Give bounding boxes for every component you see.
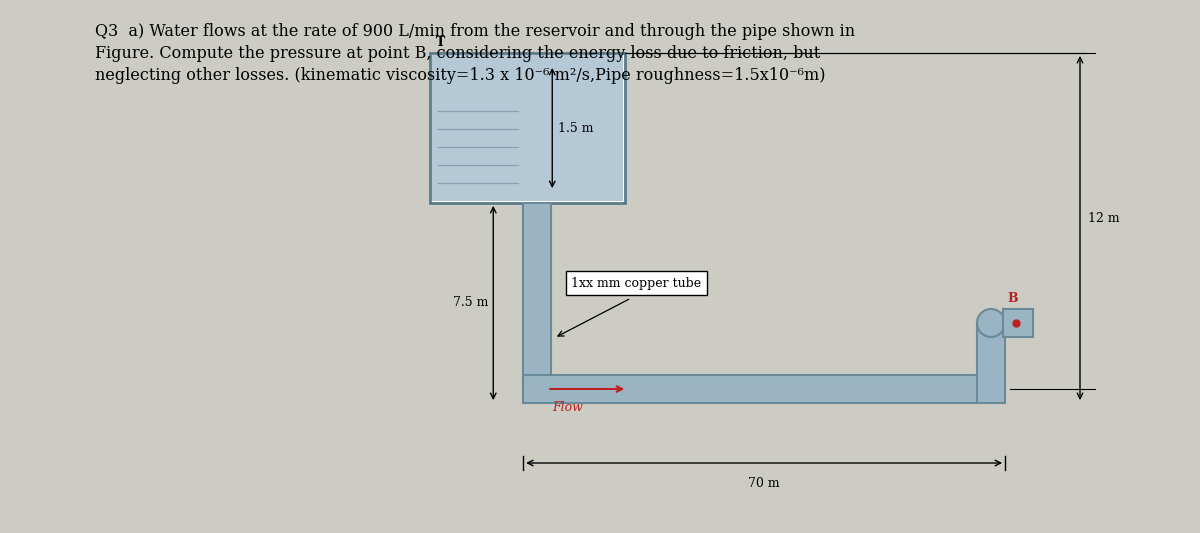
Bar [430,53,625,203]
Bar [1003,309,1033,337]
Text: 70 m: 70 m [749,477,780,490]
Text: 12 m: 12 m [1088,212,1120,224]
Text: neglecting other losses. (kinematic viscosity=1.3 x 10⁻⁶ m²/s,Pipe roughness=1.5: neglecting other losses. (kinematic visc… [95,67,826,84]
Bar [432,55,623,201]
Text: B: B [1007,292,1018,305]
Text: 1xx mm copper tube: 1xx mm copper tube [571,277,701,289]
Text: Figure. Compute the pressure at point B, considering the energy loss due to fric: Figure. Compute the pressure at point B,… [95,45,821,62]
Bar [523,203,551,403]
Text: T: T [436,36,445,49]
Text: 7.5 m: 7.5 m [452,296,488,310]
Text: 1.5 m: 1.5 m [558,122,594,134]
Bar [523,375,1006,403]
Bar [977,323,1006,403]
Text: Flow: Flow [552,401,583,414]
Circle shape [977,309,1006,337]
Text: Q3  a) Water flows at the rate of 900 L/min from the reservoir and through the p: Q3 a) Water flows at the rate of 900 L/m… [95,23,856,40]
